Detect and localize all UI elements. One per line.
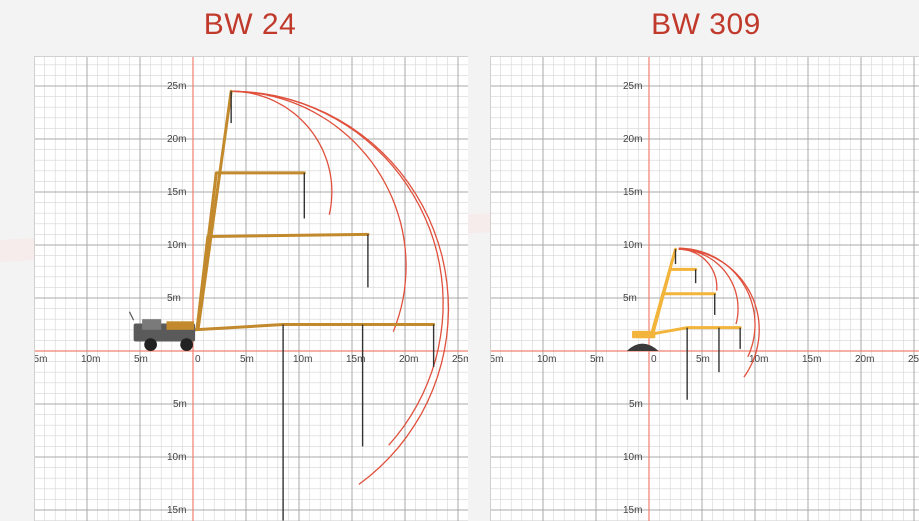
- bw24-boom-position: [196, 89, 233, 330]
- bw24-reach-arc: [231, 90, 444, 446]
- x-tick-label: 5m: [696, 354, 710, 365]
- bw309-track-base: [626, 343, 659, 351]
- y-tick-label: 20m: [623, 134, 642, 145]
- y-tick-label: 25m: [167, 81, 186, 92]
- x-tick-label: 5m: [590, 354, 604, 365]
- x-tick-label: 5m: [134, 354, 148, 365]
- y-tick-label: 10m: [167, 452, 186, 463]
- x-tick-label: 15m: [346, 354, 365, 365]
- bw309-boom-position: [649, 326, 742, 336]
- bw24-cab: [142, 319, 162, 330]
- x-tick-label: 25m: [908, 354, 919, 365]
- x-tick-label: 20m: [855, 354, 874, 365]
- reach-diagram-bw309: 15m 10m 5m 0 5m 10m 15m 20m 25m 25m 20m 15m 10m 5m 5m 1…: [490, 56, 919, 521]
- bw309-reach-arc: [678, 248, 739, 325]
- reach-diagram-bw24: 15m 10m 5m 0 5m 10m 15m 20m 25m 25m 20m 15m 10m 5m 5m 1…: [34, 56, 468, 521]
- y-tick-label: 20m: [167, 134, 186, 145]
- diagram-title-bw24: BW 24: [203, 8, 297, 41]
- bw309-reach-arc: [678, 247, 756, 358]
- y-tick-label: 5m: [167, 293, 181, 304]
- bw24-boom-position: [193, 323, 436, 332]
- bw309-boom-position: [651, 292, 717, 334]
- y-tick-label: 10m: [167, 240, 186, 251]
- x-tick-label: 25m: [452, 354, 468, 365]
- bw24-boom-position: [195, 232, 370, 330]
- bw24-wheel: [144, 338, 157, 352]
- x-tick-label: 10m: [81, 354, 100, 365]
- bw24-wheel: [180, 338, 193, 352]
- x-tick-label: 5m: [240, 354, 254, 365]
- bw24-reach-arc: [234, 90, 450, 485]
- y-tick-label: 15m: [623, 505, 642, 516]
- x-tick-label: 15m: [802, 354, 821, 365]
- bw309-turret: [632, 330, 656, 339]
- bw24-mast: [128, 311, 135, 321]
- y-tick-label: 5m: [629, 399, 643, 410]
- y-tick-label: 15m: [167, 187, 186, 198]
- x-tick-label: 20m: [399, 354, 418, 365]
- x-tick-label: 10m: [749, 354, 768, 365]
- diagram-title-bw309: BW 309: [651, 8, 761, 41]
- x-tick-label: 10m: [293, 354, 312, 365]
- bw24-turret: [166, 321, 195, 330]
- y-tick-label: 15m: [167, 505, 186, 516]
- x-tick-label: 10m: [537, 354, 556, 365]
- y-tick-label: 25m: [623, 81, 642, 92]
- y-tick-label: 15m: [623, 187, 642, 198]
- x-tick-label: 15m: [491, 354, 503, 365]
- y-tick-label: 5m: [623, 293, 637, 304]
- grid-canvas-bw24: 15m 10m 5m 0 5m 10m 15m 20m 25m 25m 20m 15m 10m 5m 5m 1…: [35, 57, 468, 521]
- y-tick-label: 10m: [623, 240, 642, 251]
- x-tick-label: 15m: [35, 354, 47, 365]
- grid-canvas-bw309: 15m 10m 5m 0 5m 10m 15m 20m 25m 25m 20m 15m 10m 5m 5m 1…: [491, 57, 919, 521]
- bw309-reach-arc: [681, 248, 760, 378]
- y-tick-label: 5m: [173, 399, 187, 410]
- bw24-reach-arc: [231, 90, 333, 215]
- x-tick-label: 0: [651, 354, 657, 365]
- y-tick-label: 10m: [623, 452, 642, 463]
- bw24-reach-arc: [231, 90, 407, 332]
- x-tick-label: 0: [195, 354, 201, 365]
